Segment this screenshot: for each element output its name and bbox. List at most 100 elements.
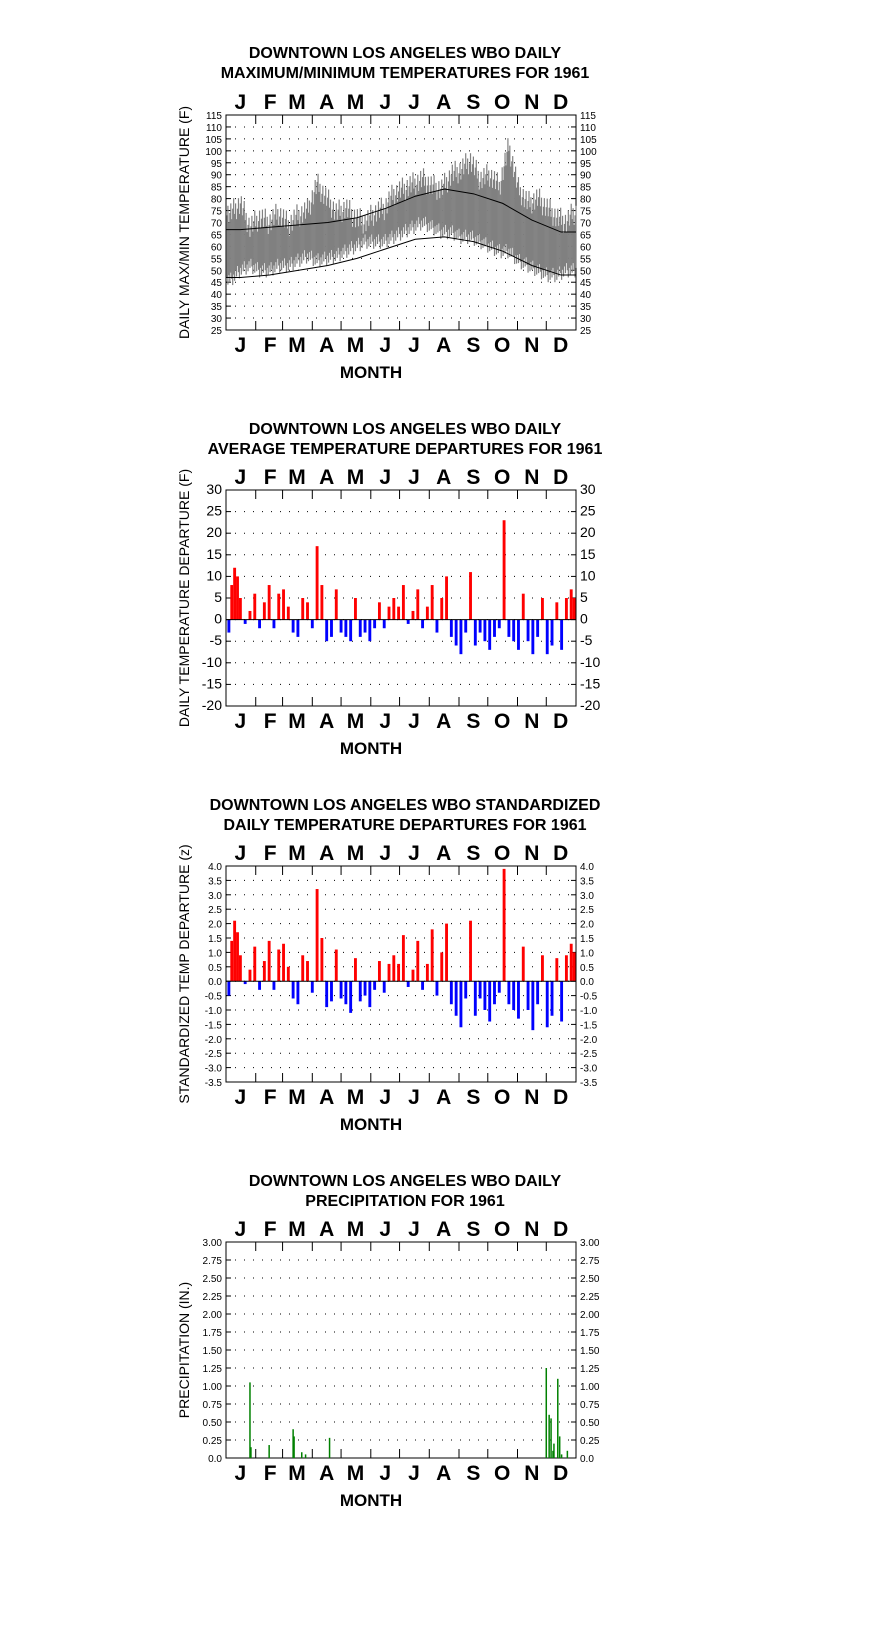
month-label-top: A [319, 91, 334, 114]
month-label-bottom: M [288, 1462, 306, 1485]
month-label-bottom: O [494, 1462, 510, 1485]
y-tick-label-right: 0.25 [580, 1436, 600, 1447]
y-tick-label-right: 95 [580, 159, 592, 170]
y-tick-label-right: 35 [580, 302, 592, 313]
bar-positive [248, 969, 252, 982]
chart-title-line2: PRECIPITATION FOR 1961 [305, 1193, 505, 1210]
bar-negative [325, 981, 329, 1008]
y-tick-label-right: 1.50 [580, 1346, 600, 1357]
y-tick-label-left: 1.0 [208, 948, 222, 959]
month-label-top: M [288, 842, 306, 865]
bar-negative [325, 619, 329, 642]
y-tick-label-right: 4.0 [580, 862, 594, 873]
y-tick-label-left: -3.0 [205, 1064, 223, 1075]
y-tick-label-right: 5 [580, 589, 588, 605]
bar-negative [373, 981, 377, 990]
bar-negative [545, 619, 549, 655]
bar-negative [291, 981, 295, 999]
y-tick-label-right: 2.5 [580, 905, 594, 916]
y-tick-label-left: 100 [205, 147, 222, 158]
bar-positive [301, 598, 305, 620]
month-label-bottom: N [524, 710, 539, 733]
bar-positive [230, 940, 234, 982]
y-tick-label-left: 0.25 [203, 1436, 223, 1447]
y-tick-label-left: 25 [206, 503, 222, 519]
y-tick-label-left: 15 [206, 546, 222, 562]
y-tick-label-left: 50 [211, 266, 223, 277]
y-tick-label-right: -1.0 [580, 1006, 598, 1017]
bar-negative [421, 619, 425, 629]
y-tick-label-left: -2.0 [205, 1035, 223, 1046]
month-label-top: M [347, 91, 365, 114]
bar-positive [315, 546, 319, 620]
y-tick-label-right: 3.0 [580, 891, 594, 902]
month-label-top: M [347, 1218, 365, 1241]
month-label-bottom: S [466, 1462, 480, 1485]
month-label-bottom: J [235, 334, 247, 357]
bar-positive [430, 585, 434, 620]
bar-negative [536, 619, 540, 637]
month-label-top: A [319, 466, 334, 489]
y-tick-label-right: 1.25 [580, 1364, 600, 1375]
bar-positive [277, 949, 281, 982]
y-tick-label-right: 60 [580, 242, 592, 253]
bar-positive [401, 585, 405, 620]
y-tick-label-left: 30 [206, 481, 222, 497]
y-tick-label-left: 60 [211, 242, 223, 253]
bar-negative [358, 619, 362, 637]
bar-negative [330, 619, 333, 637]
chart-precip: 0.0 0.0 0.25 0.25 0.50 0.50 0.75 0.75 1.00 1.00 1.… [176, 1218, 600, 1510]
month-label-top: A [436, 466, 451, 489]
month-label-top: D [553, 91, 568, 114]
y-tick-label-left: 3.00 [203, 1238, 223, 1249]
bar-positive [238, 598, 242, 620]
x-axis-label: MONTH [340, 1115, 402, 1134]
bar-negative [550, 619, 554, 646]
bar-positive [401, 935, 405, 982]
y-tick-label-left: 2.25 [203, 1292, 223, 1303]
bar-positive [572, 952, 576, 982]
y-tick-label-left: -2.5 [205, 1049, 223, 1060]
y-tick-label-right: -15 [580, 675, 600, 691]
month-label-bottom: J [379, 710, 391, 733]
y-tick-label-right: 30 [580, 314, 592, 325]
month-label-top: J [235, 466, 247, 489]
y-tick-label-right: 25 [580, 503, 596, 519]
bar-positive [262, 602, 266, 620]
y-tick-label-left: 25 [211, 326, 223, 337]
bar-negative [406, 981, 410, 987]
bar-negative [483, 981, 487, 1010]
y-tick-label-right: -2.5 [580, 1049, 598, 1060]
bar-negative [258, 619, 261, 629]
y-tick-label-right: -10 [580, 654, 600, 670]
month-label-bottom: J [235, 1462, 247, 1485]
y-tick-label-right: 90 [580, 171, 592, 182]
bar-negative [478, 619, 482, 633]
month-label-top: S [466, 1218, 480, 1241]
bar-positive [555, 602, 559, 620]
bar-positive [354, 598, 357, 620]
bar-positive [564, 955, 568, 982]
month-label-top: O [494, 1218, 510, 1241]
bar-positive [397, 606, 401, 620]
bar-positive [233, 920, 237, 982]
month-label-top: M [347, 842, 365, 865]
bar-negative [493, 619, 496, 637]
month-label-bottom: A [436, 334, 451, 357]
bar-positive [416, 940, 420, 982]
bar-negative [296, 981, 300, 1005]
bar-negative [493, 981, 496, 1005]
y-tick-label-left: 1.75 [203, 1328, 223, 1339]
bar-negative [464, 619, 468, 633]
month-label-bottom: D [553, 334, 568, 357]
month-label-top: J [235, 91, 247, 114]
y-tick-label-right: 75 [580, 207, 592, 218]
bar-positive [569, 943, 573, 982]
bar-negative [526, 981, 530, 1010]
bar-negative [330, 981, 333, 1002]
month-label-bottom: O [494, 710, 510, 733]
x-axis-label: MONTH [340, 363, 402, 382]
month-label-bottom: O [494, 1086, 510, 1109]
month-label-bottom: M [347, 1086, 365, 1109]
y-tick-label-left: -15 [202, 675, 222, 691]
